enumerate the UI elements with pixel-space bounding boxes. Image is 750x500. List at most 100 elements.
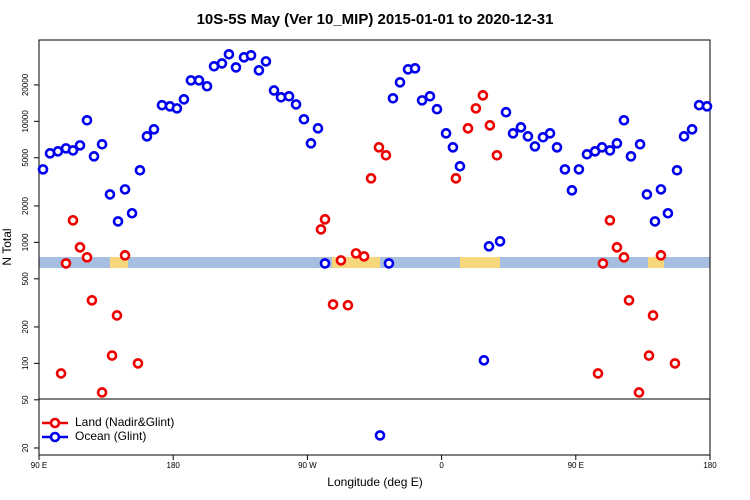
point <box>201 80 213 92</box>
x-tick-label: 0 <box>439 461 444 470</box>
y-axis-label: N Total <box>0 228 14 265</box>
point <box>604 215 616 226</box>
point <box>104 189 116 200</box>
point <box>625 151 637 162</box>
x-tick-label: 180 <box>703 461 717 470</box>
point <box>573 164 585 175</box>
y-tick-label: 1000 <box>21 233 30 251</box>
point <box>387 93 399 104</box>
point <box>37 164 49 175</box>
point <box>55 368 67 379</box>
x-axis-label: Longitude (deg E) <box>327 475 422 489</box>
point <box>305 138 317 149</box>
point <box>440 128 452 139</box>
y-tick-label: 500 <box>21 272 30 286</box>
point <box>611 242 623 253</box>
land-band <box>460 257 500 268</box>
point <box>500 106 512 118</box>
point <box>126 207 138 219</box>
x-tick-label: 90 E <box>568 461 584 470</box>
point <box>647 310 659 321</box>
point <box>148 124 160 135</box>
point <box>119 184 131 195</box>
point <box>592 368 604 379</box>
point <box>141 131 153 142</box>
chart-title: 10S-5S May (Ver 10_MIP) 2015-01-01 to 20… <box>197 11 554 28</box>
point <box>462 123 474 134</box>
y-tick-label: 20 <box>21 443 30 452</box>
point <box>383 258 395 269</box>
point <box>478 355 490 366</box>
point <box>216 58 228 69</box>
point <box>67 215 79 226</box>
point <box>477 90 489 101</box>
point <box>365 173 377 184</box>
point <box>74 140 86 151</box>
point <box>96 139 108 150</box>
point <box>483 241 495 252</box>
legend-label: Ocean (Glint) <box>75 429 146 443</box>
point <box>223 49 235 60</box>
land-band <box>648 257 664 268</box>
point <box>643 350 655 361</box>
point <box>529 141 541 152</box>
point <box>373 142 385 153</box>
legend-marker <box>49 417 61 429</box>
point <box>491 150 503 161</box>
point <box>633 387 645 398</box>
legend-marker <box>49 431 61 443</box>
point <box>60 258 72 269</box>
point <box>618 114 630 126</box>
point <box>119 250 131 261</box>
land-band <box>332 257 380 268</box>
point <box>611 138 623 149</box>
point <box>447 142 459 153</box>
point <box>544 128 556 139</box>
point <box>634 139 646 150</box>
x-tick-label: 90 W <box>298 461 317 470</box>
point <box>327 299 339 310</box>
point <box>275 91 287 103</box>
point <box>686 124 698 135</box>
point <box>641 189 653 200</box>
point <box>604 145 616 156</box>
point <box>374 430 386 441</box>
point <box>450 173 462 184</box>
point <box>551 142 563 153</box>
point <box>662 207 674 219</box>
point <box>171 103 183 114</box>
point <box>416 95 428 106</box>
y-tick-label: 5000 <box>21 148 30 166</box>
point <box>319 258 331 269</box>
point <box>315 224 327 235</box>
point <box>86 295 98 306</box>
land-band <box>110 257 128 268</box>
y-tick-label: 20000 <box>21 73 30 96</box>
point <box>597 258 609 269</box>
point <box>335 255 347 266</box>
point <box>88 151 100 162</box>
point <box>193 75 205 86</box>
point <box>268 85 280 96</box>
point <box>671 164 683 176</box>
y-tick-label: 100 <box>21 356 30 370</box>
point <box>111 310 123 321</box>
point <box>701 101 713 112</box>
point <box>566 185 578 196</box>
point <box>494 236 506 247</box>
point <box>81 114 93 126</box>
legend-label: Land (Nadir&Glint) <box>75 415 174 429</box>
point <box>290 99 302 110</box>
plot-frame <box>38 39 711 456</box>
point <box>507 128 519 139</box>
point <box>669 358 681 369</box>
point <box>470 103 482 114</box>
point <box>522 131 534 142</box>
y-tick-label: 50 <box>21 395 30 404</box>
point <box>655 184 667 195</box>
point <box>134 164 146 176</box>
point <box>618 252 630 263</box>
x-tick-label: 90 E <box>31 461 47 470</box>
